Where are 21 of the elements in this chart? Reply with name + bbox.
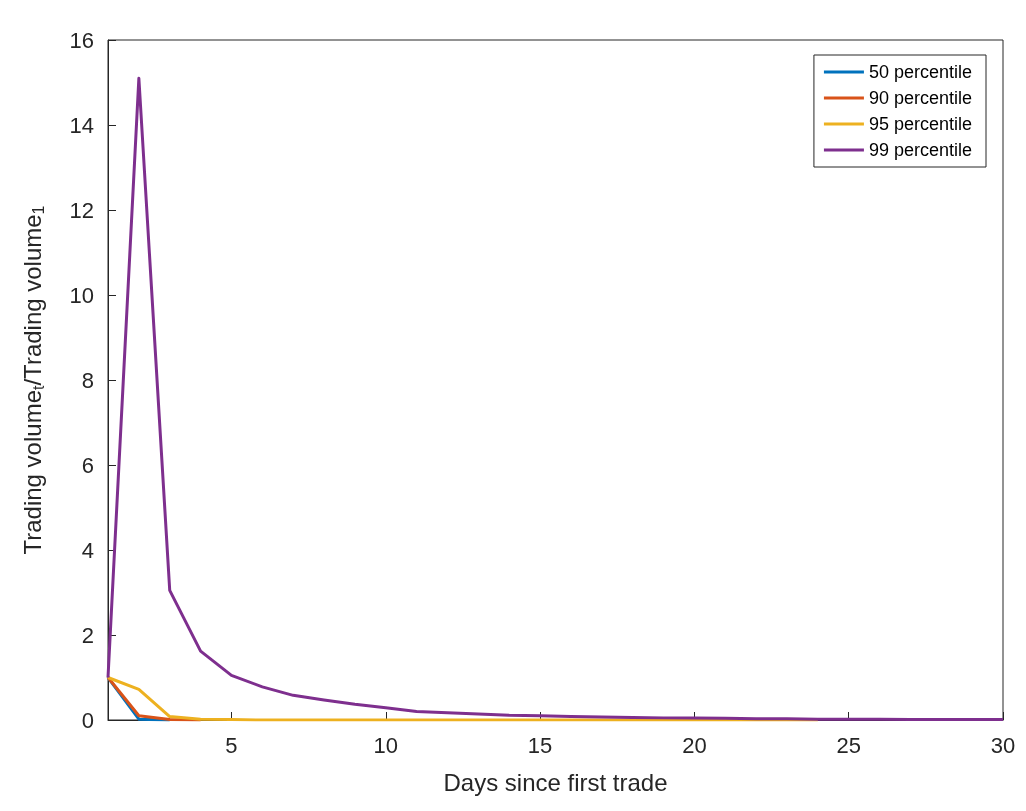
- x-tick-label: 15: [527, 732, 553, 758]
- legend-label: 90 percentile: [868, 88, 973, 108]
- y-tick-label: 16: [69, 27, 94, 53]
- y-tick-label: 6: [81, 452, 94, 478]
- x-tick-label: 20: [682, 732, 707, 758]
- x-tick-label: 5: [225, 732, 238, 758]
- y-tick-label: 2: [81, 622, 94, 648]
- y-axis-title: Trading volumet/Trading volume1: [18, 205, 47, 555]
- y-tick-label: 12: [69, 197, 94, 223]
- legend-label: 50 percentile: [868, 62, 973, 82]
- y-tick-label: 14: [69, 112, 94, 138]
- x-axis-title: Days since first trade: [443, 768, 668, 796]
- legend-label: 99 percentile: [868, 140, 973, 160]
- y-tick-label: 8: [81, 367, 94, 393]
- x-tick-label: 10: [373, 732, 398, 758]
- x-tick-label: 30: [990, 732, 1016, 758]
- y-tick-label: 10: [69, 282, 94, 308]
- legend-label: 95 percentile: [868, 114, 973, 134]
- y-tick-label: 4: [81, 537, 94, 563]
- y-tick-label: 0: [81, 707, 94, 733]
- x-tick-label: 25: [836, 732, 861, 758]
